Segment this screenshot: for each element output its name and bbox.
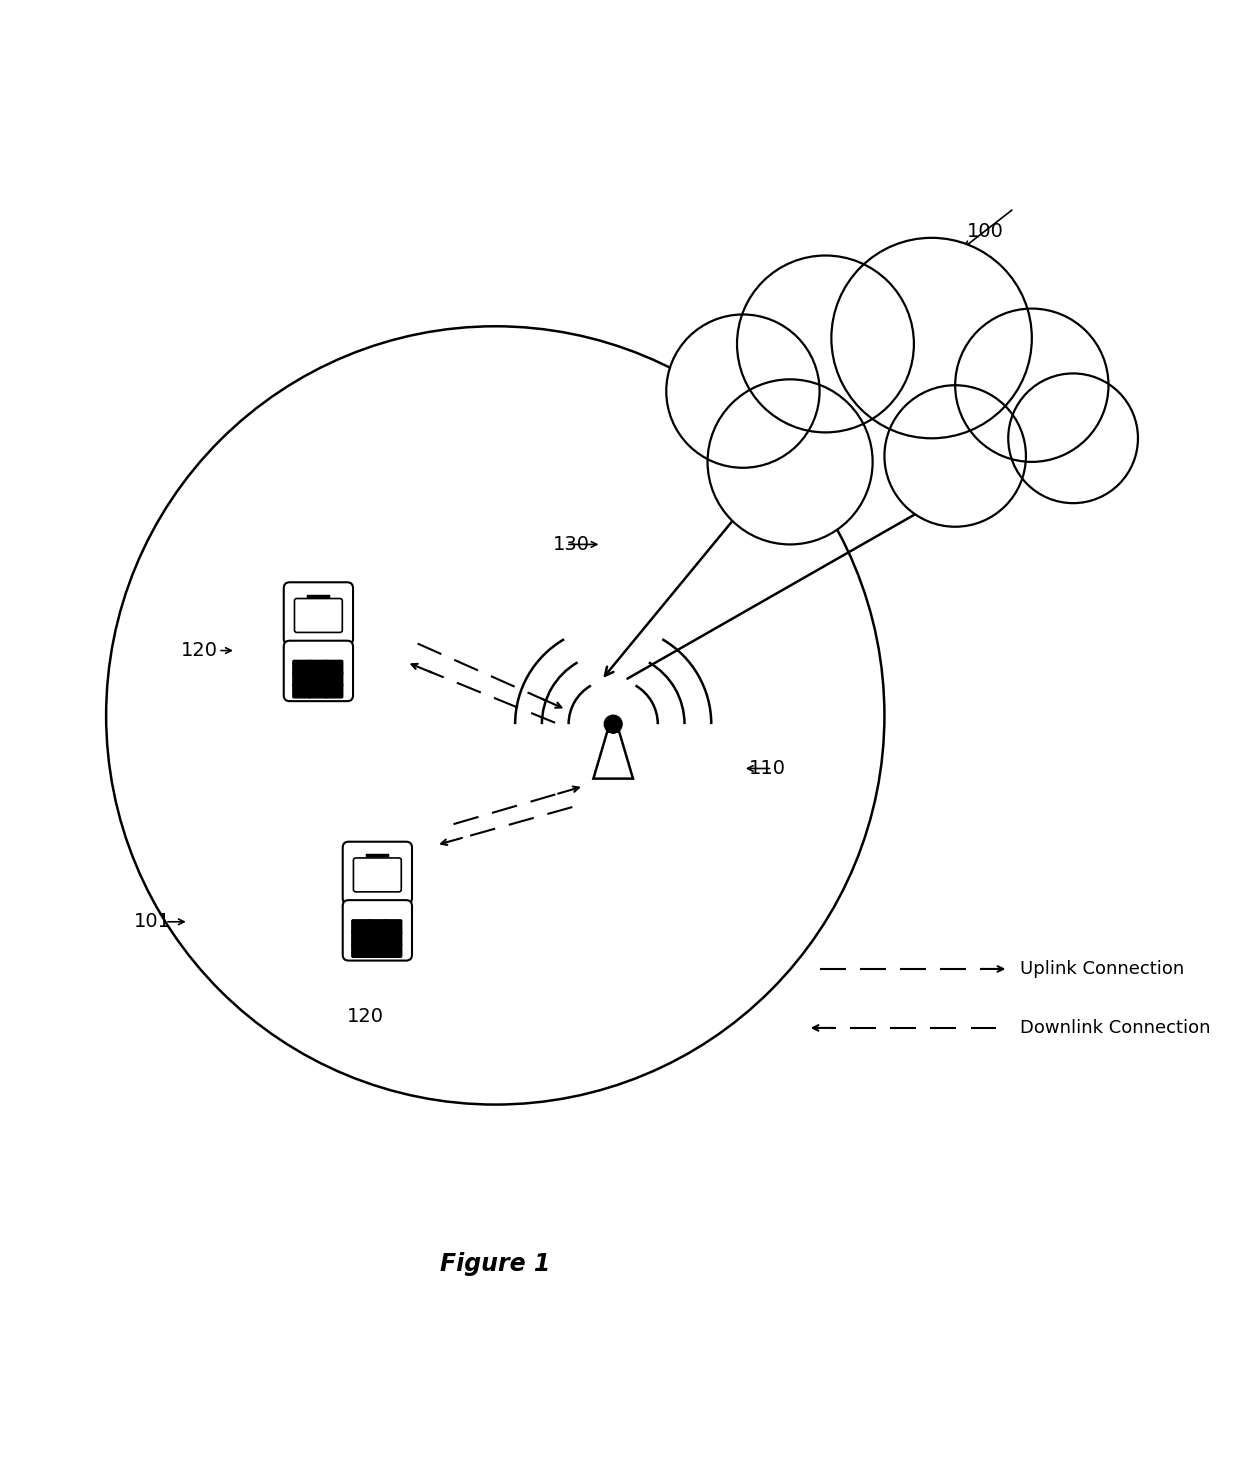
Text: Uplink Connection: Uplink Connection — [1021, 959, 1184, 978]
FancyBboxPatch shape — [352, 943, 370, 958]
Circle shape — [831, 238, 1032, 439]
FancyBboxPatch shape — [384, 943, 402, 958]
Circle shape — [884, 386, 1025, 526]
FancyBboxPatch shape — [368, 931, 386, 946]
FancyBboxPatch shape — [352, 931, 370, 946]
FancyBboxPatch shape — [309, 661, 326, 674]
FancyBboxPatch shape — [352, 919, 370, 934]
FancyBboxPatch shape — [368, 919, 386, 934]
FancyBboxPatch shape — [325, 684, 342, 698]
FancyBboxPatch shape — [294, 599, 342, 633]
FancyBboxPatch shape — [353, 857, 402, 891]
Circle shape — [604, 715, 622, 733]
Text: 120: 120 — [181, 641, 218, 661]
Text: 120: 120 — [347, 1007, 384, 1026]
FancyBboxPatch shape — [293, 684, 310, 698]
FancyBboxPatch shape — [325, 661, 342, 674]
Text: Figure 1: Figure 1 — [440, 1252, 551, 1276]
FancyBboxPatch shape — [293, 672, 310, 686]
FancyBboxPatch shape — [309, 672, 326, 686]
Text: 110: 110 — [749, 760, 786, 777]
Circle shape — [955, 309, 1109, 463]
FancyBboxPatch shape — [342, 900, 412, 961]
Circle shape — [666, 315, 820, 467]
Text: 101: 101 — [134, 912, 171, 931]
Text: 100: 100 — [967, 222, 1004, 241]
FancyBboxPatch shape — [368, 943, 386, 958]
FancyBboxPatch shape — [284, 582, 353, 644]
FancyBboxPatch shape — [284, 640, 353, 701]
Text: Backhaul Network: Backhaul Network — [820, 346, 997, 365]
Circle shape — [737, 256, 914, 433]
Text: Downlink Connection: Downlink Connection — [1021, 1018, 1210, 1038]
Text: 130: 130 — [553, 535, 589, 554]
Circle shape — [1008, 374, 1138, 503]
FancyBboxPatch shape — [309, 684, 326, 698]
Circle shape — [708, 380, 873, 544]
FancyBboxPatch shape — [293, 661, 310, 674]
FancyBboxPatch shape — [384, 919, 402, 934]
FancyBboxPatch shape — [342, 841, 412, 905]
FancyBboxPatch shape — [325, 672, 342, 686]
FancyBboxPatch shape — [384, 931, 402, 946]
